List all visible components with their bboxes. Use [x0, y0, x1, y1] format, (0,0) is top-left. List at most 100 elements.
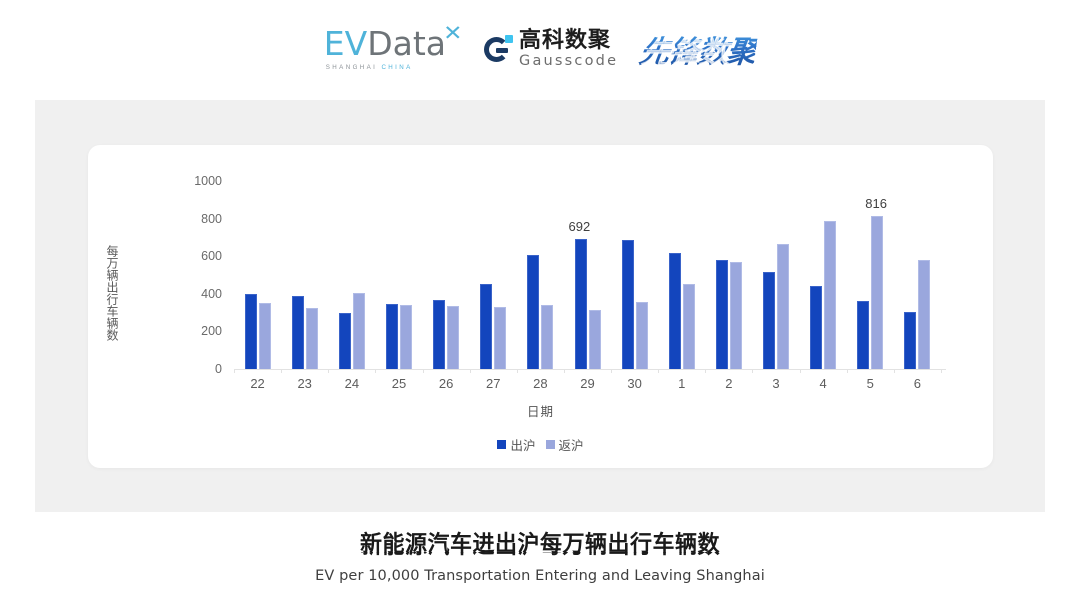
legend-swatch: [545, 440, 555, 449]
bar-group: [291, 181, 318, 369]
bar[interactable]: [527, 255, 540, 369]
bar[interactable]: [447, 305, 460, 369]
bar-group: [527, 181, 554, 369]
bar[interactable]: [918, 260, 931, 369]
gausscode-mark-icon: [484, 35, 514, 63]
bar[interactable]: [480, 284, 493, 369]
bar[interactable]: [338, 313, 351, 369]
legend-item[interactable]: 出沪: [497, 435, 536, 454]
logo-bar: EVData SHANGHAI CHINA ✕ 高科数聚 Gausscode 先…: [0, 18, 1080, 80]
x-tick-label: 6: [913, 376, 922, 391]
bar[interactable]: [541, 305, 554, 369]
x-tick-label: 5: [866, 376, 874, 391]
bar[interactable]: [305, 307, 318, 369]
x-tick-label: 30: [627, 376, 642, 391]
bar-group: 816: [857, 181, 887, 369]
x-tick-label: 23: [297, 376, 312, 391]
bar[interactable]: [635, 302, 648, 369]
x-tick-mark: [281, 369, 283, 373]
x-tick-mark: [469, 369, 471, 373]
evdata-tagline: SHANGHAI CHINA: [326, 64, 446, 71]
y-tick-label: 600: [201, 249, 222, 264]
x-tick-label: 29: [580, 376, 595, 391]
x-tick-mark: [941, 369, 942, 373]
evdata-tagline-country: CHINA: [381, 64, 413, 71]
bar[interactable]: [352, 293, 365, 369]
x-tick-label: 1: [678, 376, 686, 391]
bar-group: [480, 181, 507, 369]
bar[interactable]: [715, 259, 728, 369]
evdata-wordmark: EVData: [324, 27, 446, 60]
dot-shape: [505, 35, 514, 43]
bar[interactable]: [857, 300, 870, 369]
logo-gausscode: 高科数聚 Gausscode: [484, 27, 618, 69]
y-tick-label: 200: [201, 324, 222, 339]
x-tick-label: 24: [344, 376, 360, 391]
bar-shape: [496, 48, 509, 53]
bar[interactable]: [574, 238, 587, 369]
bar[interactable]: [385, 303, 398, 369]
bar[interactable]: [810, 286, 823, 369]
bar[interactable]: [258, 303, 271, 369]
bar-chart[interactable]: 每万辆出行车辆数 1000 800 600 400 200 0 692 816 22 23 24…: [88, 145, 993, 468]
bar[interactable]: [399, 304, 412, 369]
bar-group: [668, 181, 695, 369]
plot-area: 692 816: [234, 181, 941, 369]
x-tick-label: 26: [438, 376, 454, 391]
bar[interactable]: [871, 215, 884, 369]
bar-group: [715, 181, 742, 369]
y-tick-label: 0: [215, 362, 222, 376]
x-mark-icon: ✕: [443, 22, 463, 45]
bar[interactable]: [588, 309, 601, 369]
chart-card: 每万辆出行车辆数 1000 800 600 400 200 0 692 816 22 23 24…: [88, 145, 993, 468]
logo-evdata: EVData SHANGHAI CHINA ✕: [324, 23, 463, 71]
bar[interactable]: [244, 294, 257, 369]
legend-swatch: [497, 440, 507, 449]
chart-legend[interactable]: 出沪 返沪: [88, 435, 993, 454]
bar[interactable]: [291, 296, 304, 369]
ring-shape: [484, 37, 510, 62]
bar-group: [244, 181, 271, 369]
bar[interactable]: [777, 244, 790, 369]
bar-group: 692: [569, 181, 601, 369]
bar[interactable]: [729, 262, 742, 369]
gausscode-cn-name: 高科数聚: [519, 27, 612, 53]
logo-xianfeng-shuju: 先锋数聚: [637, 27, 759, 71]
bar[interactable]: [763, 272, 776, 369]
y-tick-label: 800: [201, 211, 222, 226]
x-tick-label: 28: [533, 376, 548, 391]
bar-group: [433, 181, 460, 369]
caption-title-cn: 新能源汽车进出沪每万辆出行车辆数: [359, 532, 720, 556]
bar[interactable]: [824, 221, 837, 369]
y-axis-title: 每万辆出行车辆数: [105, 245, 119, 341]
bar-group: [763, 181, 790, 369]
x-tick-mark: [658, 369, 660, 373]
bar-data-label: 692: [568, 218, 591, 234]
bar[interactable]: [682, 284, 695, 369]
legend-item[interactable]: 返沪: [545, 435, 584, 454]
xianfeng-wordmark: 先锋数聚: [637, 27, 759, 71]
gausscode-text: 高科数聚 Gausscode: [519, 27, 618, 69]
y-tick-label: 1000: [194, 174, 222, 188]
bar-group: [338, 181, 365, 369]
x-tick-label: 4: [819, 376, 827, 391]
x-tick-label: 27: [485, 376, 501, 391]
caption-title-cn-overflow: 新能源汽车进出沪每万辆出行车辆数: [0, 552, 1080, 565]
bar[interactable]: [904, 312, 917, 369]
bar[interactable]: [668, 253, 681, 369]
x-tick-mark: [234, 369, 235, 373]
x-tick-mark: [799, 369, 801, 373]
bar[interactable]: [433, 300, 446, 369]
x-axis-line: [234, 369, 946, 370]
bar[interactable]: [494, 306, 507, 369]
evdata-tagline-city: SHANGHAI: [325, 64, 378, 71]
x-tick-mark: [328, 369, 330, 373]
caption-title-en: EV per 10,000 Transportation Entering an…: [315, 568, 765, 584]
legend-label: 返沪: [558, 438, 584, 453]
legend-label: 出沪: [510, 438, 536, 453]
x-tick-mark: [422, 369, 424, 373]
bar[interactable]: [621, 240, 634, 369]
x-tick-label: 25: [391, 376, 407, 391]
x-tick-label: 3: [772, 376, 780, 391]
